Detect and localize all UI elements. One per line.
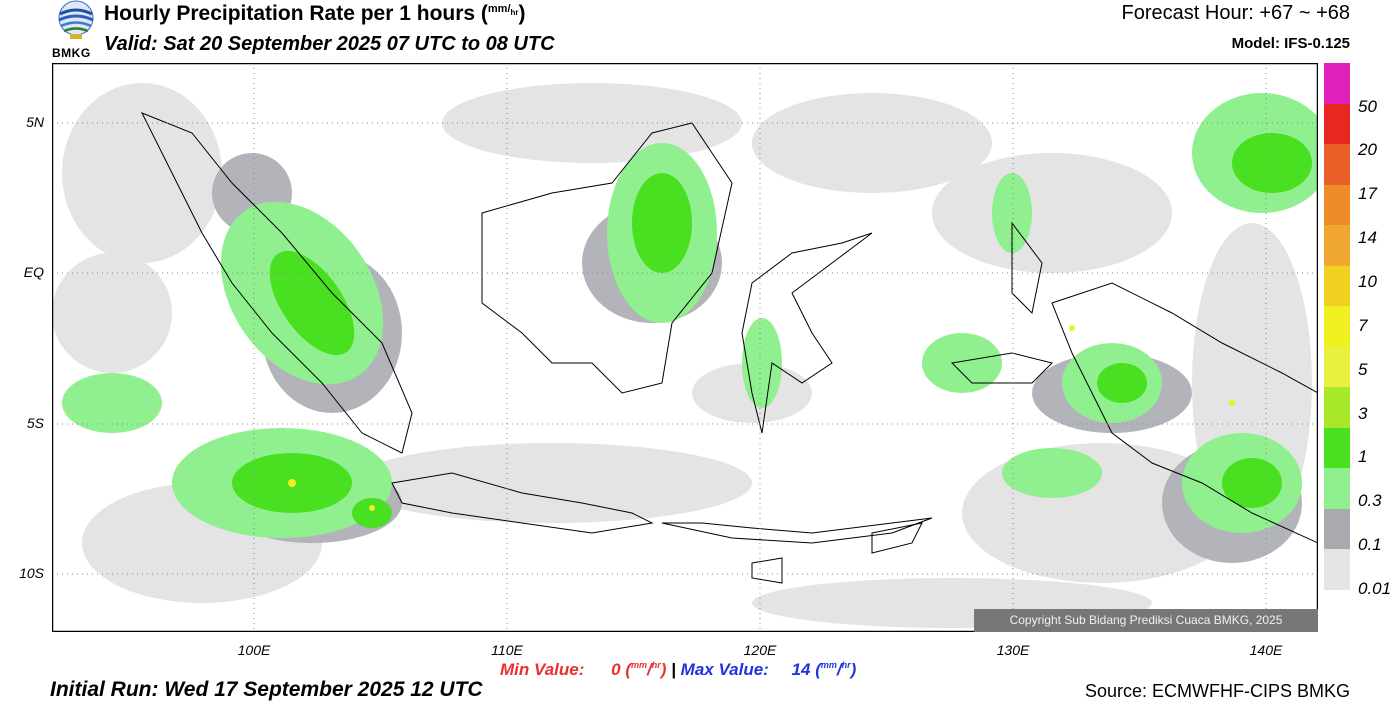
valid-time: Valid: Sat 20 September 2025 07 UTC to 0… [104,33,555,55]
max-label: Max Value: [680,660,769,679]
unit-top: mm [631,660,648,670]
legend-swatch [1324,427,1350,469]
legend-swatch [1324,549,1350,590]
title-unit: mm/hr [487,3,519,18]
legend-swatch [1324,103,1350,145]
coastlines [140,112,1319,584]
lat-label-10s: 10S [19,565,44,581]
legend-label: 10 [1358,272,1377,291]
max-unit: (mm/hr) [815,660,857,679]
min-max-values: Min Value: 0 (mm/hr) | Max Value: 14 (mm… [500,660,856,680]
copyright-notice: Copyright Sub Bidang Prediksi Cuaca BMKG… [974,609,1318,632]
unit-top: mm [487,3,508,15]
legend-swatch [1324,508,1350,550]
lon-label-130e: 130E [996,642,1030,658]
legend-swatch [1324,387,1350,428]
bmkg-logo: BMKG [50,0,102,60]
lat-label-5s: 5S [26,415,44,431]
logo-text: BMKG [52,46,91,60]
legend-swatch [1324,468,1350,509]
legend-swatch [1324,184,1350,226]
legend-swatch [1324,265,1350,307]
drizzle-areas [52,83,1312,628]
unit-bottom: hr [651,660,661,670]
legend-swatch [1324,225,1350,266]
max-value: 14 [791,660,811,679]
min-value: 0 [611,660,621,679]
legend-label: 1 [1358,447,1368,466]
legend-swatch [1324,306,1350,347]
legend-colorbar [1324,63,1350,590]
title-close: ) [518,2,526,25]
legend-swatch [1324,63,1350,104]
precipitation-map [51,62,1332,633]
lat-label-5n: 5N [26,114,44,130]
heavy-rain-spots [288,325,1235,511]
legend-label: 0.3 [1358,491,1382,510]
legend-label: 5 [1358,360,1368,379]
lon-label-120e: 120E [743,642,777,658]
legend-label: 0.01 [1358,579,1392,598]
legend-label: 20 [1358,140,1377,159]
legend-swatch [1324,346,1350,388]
model-name: Model: IFS-0.125 [1231,35,1350,52]
min-label: Min Value: [500,660,585,679]
lon-label-110e: 110E [491,642,523,658]
separator: | [671,660,676,679]
unit-bottom: hr [510,8,519,18]
legend-swatch [1324,144,1350,185]
legend-label: 3 [1358,404,1368,423]
lat-label-eq: EQ [23,264,44,280]
legend-label: 17 [1358,184,1377,203]
legend-label: 14 [1358,228,1377,247]
legend-label: 50 [1358,97,1377,116]
lon-label-140e: 140E [1249,642,1283,658]
moderate-rain-areas [232,133,1312,528]
data-source: Source: ECMWFHF-CIPS BMKG [1084,681,1350,701]
page-title: Hourly Precipitation Rate per 1 hours (m… [104,2,526,26]
legend-label: 7 [1358,316,1368,335]
forecast-hour: Forecast Hour: +67 ~ +68 [1121,2,1350,24]
graticule [52,63,1318,632]
map-svg [51,62,1332,633]
lon-label-100e: 100E [237,642,271,658]
legend-label: 0.1 [1358,535,1382,554]
unit-bottom: hr [841,660,851,670]
initial-run: Initial Run: Wed 17 September 2025 12 UT… [50,678,483,701]
title-text: Hourly Precipitation Rate per 1 hours ( [104,2,488,25]
min-unit: (mm/hr) [625,660,667,679]
unit-top: mm [820,660,837,670]
